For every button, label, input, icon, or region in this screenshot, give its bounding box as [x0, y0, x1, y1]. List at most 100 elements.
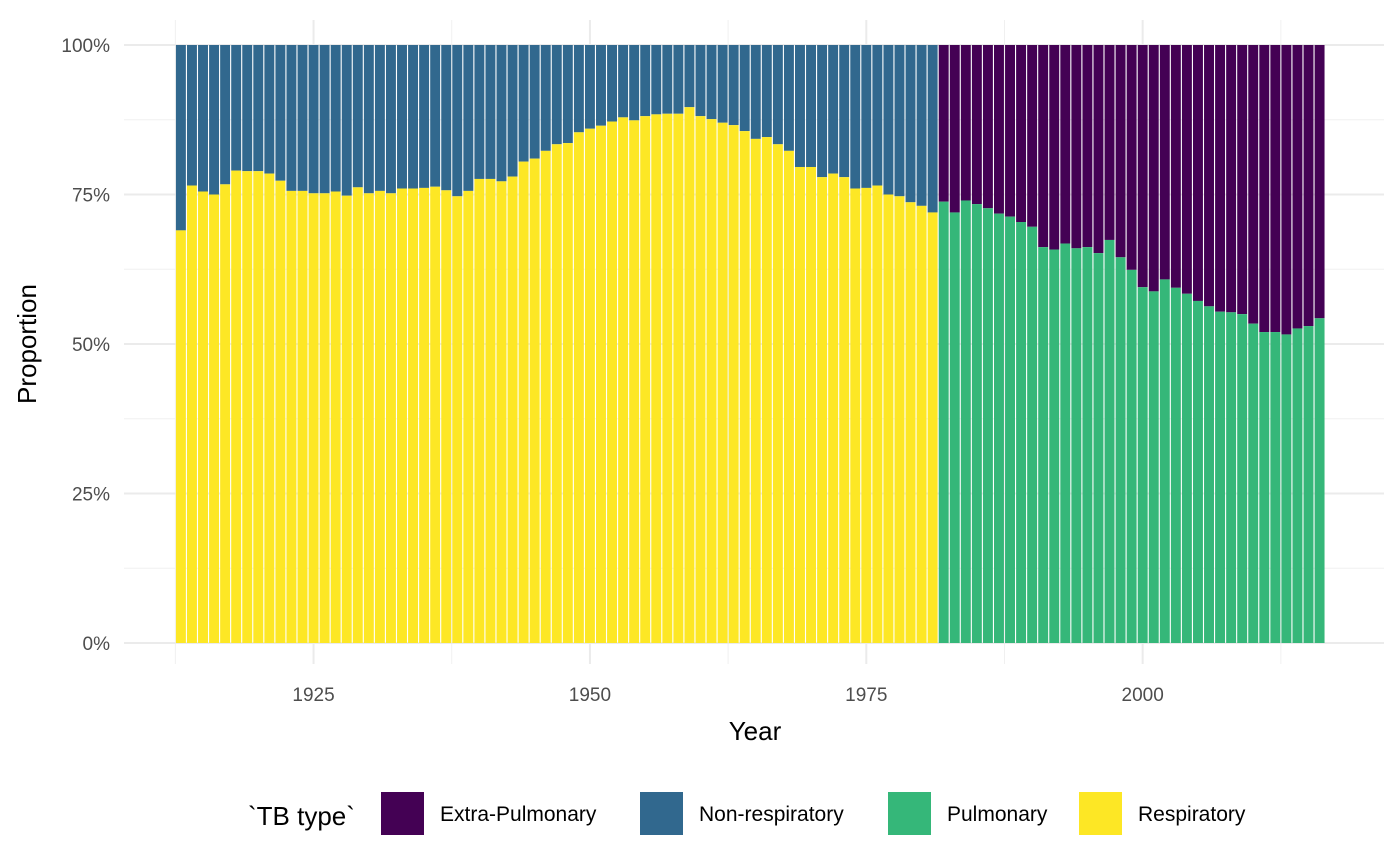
bar-respiratory-1928	[341, 195, 352, 644]
bar-non-respiratory-1944	[518, 45, 529, 162]
bar-extra-pulmonary-1990	[1027, 45, 1038, 227]
bar-extra-pulmonary-2008	[1226, 45, 1237, 313]
bar-non-respiratory-1937	[441, 45, 452, 191]
bar-pulmonary-2007	[1215, 311, 1226, 643]
bar-extra-pulmonary-1985	[971, 45, 982, 205]
bar-layer	[175, 45, 1325, 644]
bar-pulmonary-1997	[1104, 239, 1115, 643]
bar-pulmonary-1998	[1115, 257, 1126, 643]
bar-non-respiratory-1940	[474, 45, 485, 179]
bar-respiratory-1955	[640, 116, 651, 644]
bar-pulmonary-2003	[1170, 287, 1181, 643]
bar-non-respiratory-1930	[363, 45, 374, 194]
bar-extra-pulmonary-1994	[1071, 45, 1082, 249]
x-tick-label: 1950	[569, 685, 611, 706]
bar-non-respiratory-1973	[839, 45, 850, 178]
x-tick-label: 1925	[292, 685, 334, 706]
bar-respiratory-1958	[673, 113, 684, 643]
bar-extra-pulmonary-2009	[1237, 45, 1248, 315]
bar-respiratory-1951	[596, 125, 606, 644]
bar-extra-pulmonary-2016	[1314, 45, 1325, 319]
bar-respiratory-1938	[452, 196, 463, 643]
bar-respiratory-1920	[253, 171, 264, 644]
legend-key-non-respiratory	[640, 792, 683, 835]
bar-pulmonary-1990	[1027, 226, 1038, 644]
y-axis-title: Proportion	[12, 284, 42, 404]
bar-respiratory-1956	[651, 114, 662, 644]
bar-respiratory-1915	[198, 191, 208, 643]
bar-pulmonary-2008	[1226, 312, 1237, 643]
bar-non-respiratory-1942	[496, 45, 507, 182]
bar-extra-pulmonary-1982	[938, 45, 949, 202]
bar-extra-pulmonary-1986	[982, 45, 993, 209]
bar-respiratory-1913	[175, 230, 186, 643]
bar-non-respiratory-1966	[761, 45, 772, 138]
bar-pulmonary-2002	[1159, 279, 1170, 643]
bar-extra-pulmonary-2012	[1270, 45, 1281, 333]
bar-respiratory-1926	[319, 193, 330, 643]
bar-pulmonary-1991	[1038, 247, 1049, 643]
bar-respiratory-1923	[286, 190, 297, 644]
bar-non-respiratory-1945	[529, 45, 540, 159]
bar-non-respiratory-1975	[861, 45, 872, 188]
bar-non-respiratory-1976	[872, 45, 883, 186]
bar-non-respiratory-1952	[607, 45, 618, 122]
bar-non-respiratory-1954	[629, 45, 640, 121]
bar-non-respiratory-1918	[231, 45, 242, 171]
bar-non-respiratory-1947	[551, 45, 562, 145]
bar-non-respiratory-1950	[584, 45, 595, 129]
bar-respiratory-1927	[330, 191, 341, 643]
bar-respiratory-1941	[485, 178, 496, 643]
bar-non-respiratory-1935	[419, 45, 430, 188]
bar-respiratory-1948	[562, 143, 573, 643]
bar-respiratory-1970	[806, 166, 817, 643]
bar-non-respiratory-1921	[264, 45, 275, 174]
bar-pulmonary-2006	[1204, 306, 1214, 643]
bar-non-respiratory-1915	[198, 45, 208, 192]
bar-respiratory-1943	[507, 176, 518, 643]
bar-non-respiratory-1932	[385, 45, 396, 194]
bar-respiratory-1977	[883, 194, 894, 643]
bar-respiratory-1942	[496, 181, 507, 643]
bar-respiratory-1967	[772, 144, 783, 643]
bar-respiratory-1932	[385, 193, 396, 643]
bar-pulmonary-1992	[1049, 249, 1060, 644]
bar-non-respiratory-1958	[673, 45, 684, 114]
bar-pulmonary-2001	[1148, 291, 1159, 643]
bar-pulmonary-1995	[1082, 247, 1093, 643]
bar-pulmonary-1983	[949, 212, 960, 643]
bar-respiratory-1972	[828, 173, 839, 643]
bar-respiratory-1960	[695, 116, 706, 644]
bar-extra-pulmonary-1983	[949, 45, 960, 213]
bar-respiratory-1957	[662, 113, 673, 643]
bar-non-respiratory-1925	[308, 45, 319, 194]
bar-non-respiratory-1941	[485, 45, 496, 179]
bar-respiratory-1973	[839, 177, 850, 643]
bar-non-respiratory-1913	[175, 45, 186, 231]
bar-respiratory-1950	[584, 128, 595, 644]
bar-non-respiratory-1959	[684, 45, 695, 108]
bar-non-respiratory-1931	[374, 45, 385, 191]
bar-respiratory-1971	[817, 177, 828, 643]
bar-respiratory-1965	[750, 138, 761, 644]
bar-non-respiratory-1965	[750, 45, 761, 139]
bar-respiratory-1974	[850, 188, 861, 643]
bar-non-respiratory-1933	[397, 45, 407, 189]
bar-respiratory-1930	[363, 193, 374, 643]
bar-respiratory-1964	[739, 131, 750, 643]
y-tick-label: 0%	[83, 634, 111, 655]
bar-respiratory-1922	[275, 180, 286, 643]
bar-respiratory-1919	[242, 171, 253, 644]
bar-non-respiratory-1957	[662, 45, 673, 114]
bar-extra-pulmonary-2011	[1259, 45, 1270, 333]
bar-pulmonary-2009	[1237, 314, 1248, 643]
legend-key-respiratory	[1079, 792, 1122, 835]
bar-non-respiratory-1923	[286, 45, 297, 191]
bar-respiratory-1936	[430, 186, 441, 643]
bar-extra-pulmonary-2000	[1137, 45, 1148, 288]
bar-extra-pulmonary-1998	[1115, 45, 1126, 258]
bar-extra-pulmonary-1999	[1126, 45, 1137, 270]
bar-respiratory-1961	[706, 119, 717, 644]
bar-pulmonary-2000	[1137, 287, 1148, 643]
bar-respiratory-1946	[540, 150, 551, 643]
